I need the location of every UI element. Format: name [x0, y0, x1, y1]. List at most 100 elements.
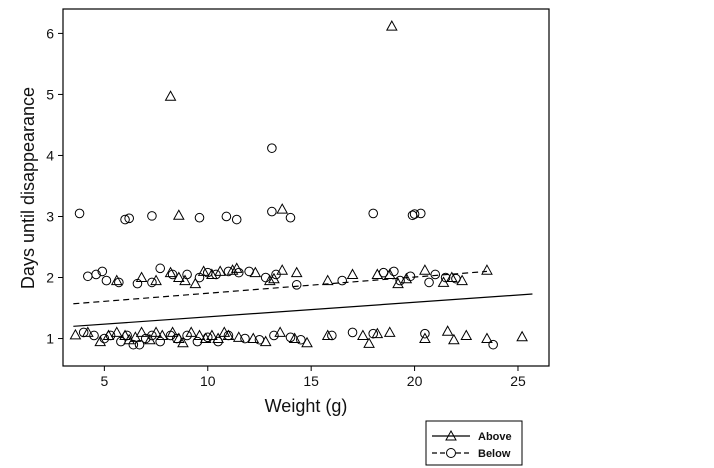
data-point-above: [156, 329, 169, 340]
legend-label-above: Above: [478, 431, 512, 443]
data-points: [69, 20, 528, 350]
data-point-above: [268, 272, 280, 284]
data-point-above: [263, 274, 276, 286]
y-tick-label: 2: [46, 270, 54, 286]
data-point-below: [405, 271, 416, 282]
data-point-above: [516, 330, 528, 342]
data-point-below: [285, 332, 296, 343]
data-point-below: [120, 214, 130, 225]
data-point-above: [94, 335, 107, 347]
data-point-below: [147, 211, 157, 221]
y-tick-label: 4: [46, 147, 54, 163]
data-point-above: [481, 332, 493, 344]
data-point-above: [371, 327, 384, 339]
data-point-above: [276, 203, 289, 214]
data-point-below: [223, 266, 234, 277]
data-point-below: [97, 266, 108, 277]
data-point-below: [378, 267, 389, 278]
data-point-above: [357, 329, 369, 340]
data-point-below: [240, 333, 250, 344]
regression-line-above: [73, 293, 533, 327]
data-point-below: [155, 336, 165, 347]
data-point-above: [363, 337, 375, 348]
data-point-below: [155, 263, 165, 274]
data-point-above: [481, 264, 493, 275]
data-point-below: [271, 269, 281, 280]
data-point-above: [419, 264, 431, 275]
data-point-below: [440, 272, 451, 283]
data-point-below: [134, 339, 145, 350]
data-point-below: [114, 277, 124, 288]
data-point-below: [296, 334, 306, 345]
data-point-above: [110, 274, 123, 286]
data-point-above: [206, 268, 218, 279]
x-tick-label: 20: [407, 373, 423, 389]
data-point-below: [223, 330, 234, 341]
data-point-above: [69, 328, 82, 340]
data-point-below: [116, 336, 126, 347]
data-point-below: [291, 280, 302, 290]
y-axis-title: Days until disappearance: [18, 87, 38, 289]
data-point-below: [213, 336, 223, 347]
data-point-below: [124, 213, 134, 224]
data-point-above: [274, 326, 286, 337]
legend: Above Below: [425, 420, 523, 466]
data-point-below: [430, 269, 441, 280]
data-point-above: [193, 329, 206, 340]
plot-frame: [62, 8, 550, 367]
data-point-above: [445, 271, 458, 283]
legend-label-below: Below: [478, 448, 511, 460]
data-point-above: [385, 20, 398, 31]
data-point-below: [122, 330, 132, 341]
x-tick-label: 15: [303, 373, 319, 389]
data-point-below: [147, 277, 157, 288]
data-point-above: [249, 266, 262, 278]
data-point-below: [78, 327, 89, 338]
data-point-below: [221, 211, 232, 222]
regression-line-below: [73, 270, 488, 305]
data-point-above: [383, 326, 396, 337]
data-point-above: [189, 277, 202, 289]
data-point-above: [110, 326, 123, 337]
legend-box: [425, 420, 523, 466]
data-point-below: [211, 269, 221, 280]
data-point-below: [231, 214, 242, 225]
data-point-below: [260, 272, 271, 283]
x-tick-label: 10: [200, 373, 216, 389]
data-point-above: [448, 333, 460, 345]
data-point-below: [337, 275, 347, 286]
x-tick-label: 25: [510, 373, 526, 389]
y-tick-label: 5: [46, 86, 54, 102]
data-point-below: [89, 330, 99, 341]
data-point-below: [267, 143, 277, 153]
data-point-above: [460, 329, 473, 340]
data-point-below: [182, 269, 192, 280]
y-tick-label: 6: [46, 25, 54, 41]
data-point-below: [165, 330, 176, 341]
y-tick-label: 3: [46, 208, 54, 224]
data-point-above: [321, 329, 334, 340]
data-point-below: [167, 269, 178, 280]
data-point-below: [424, 277, 434, 288]
data-point-below: [415, 208, 426, 219]
data-point-below: [451, 273, 461, 284]
data-point-above: [81, 326, 94, 337]
data-point-above: [419, 332, 431, 344]
data-point-below: [267, 206, 277, 217]
data-point-below: [105, 330, 116, 341]
data-point-below: [420, 328, 430, 339]
data-point-below: [132, 278, 143, 289]
y-tick-label: 1: [46, 331, 54, 347]
data-point-below: [194, 272, 205, 283]
data-point-below: [327, 330, 337, 341]
legend-marker-below: [446, 448, 456, 458]
data-point-below: [254, 334, 265, 345]
data-point-below: [182, 330, 192, 341]
data-point-above: [179, 274, 191, 286]
data-point-below: [101, 275, 112, 286]
data-point-above: [164, 266, 177, 278]
data-point-below: [147, 330, 157, 341]
data-point-above: [290, 266, 303, 278]
data-point-below: [395, 275, 405, 286]
